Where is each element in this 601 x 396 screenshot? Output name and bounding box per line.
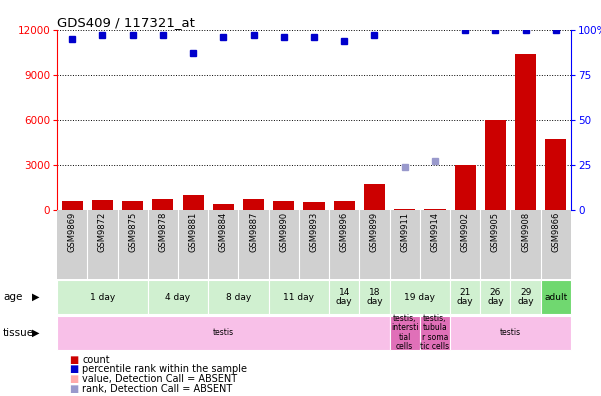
Bar: [389, 316, 420, 350]
Text: ▶: ▶: [32, 327, 40, 338]
Text: 21
day: 21 day: [457, 287, 474, 307]
Text: ■: ■: [69, 354, 78, 365]
Bar: [334, 201, 355, 210]
Text: ■: ■: [69, 364, 78, 375]
Bar: [183, 195, 204, 210]
Text: testis,
intersti
tial
cells: testis, intersti tial cells: [391, 314, 418, 351]
Text: 11 day: 11 day: [284, 293, 314, 301]
Bar: [394, 209, 415, 210]
Text: 19 day: 19 day: [404, 293, 435, 301]
Text: rank, Detection Call = ABSENT: rank, Detection Call = ABSENT: [82, 384, 233, 394]
Bar: [424, 209, 445, 210]
Text: percentile rank within the sample: percentile rank within the sample: [82, 364, 248, 375]
Text: GSM9905: GSM9905: [491, 212, 500, 252]
Text: 4 day: 4 day: [165, 293, 191, 301]
Bar: [510, 280, 541, 314]
Bar: [304, 202, 325, 210]
Bar: [389, 280, 450, 314]
Text: GSM9902: GSM9902: [460, 212, 469, 252]
Text: GSM9884: GSM9884: [219, 212, 228, 252]
Bar: [208, 280, 269, 314]
Text: GSM9872: GSM9872: [98, 212, 107, 252]
Bar: [213, 204, 234, 210]
Bar: [485, 120, 506, 210]
Bar: [57, 280, 148, 314]
Text: GSM9908: GSM9908: [521, 212, 530, 252]
Bar: [62, 201, 83, 210]
Bar: [454, 165, 476, 210]
Text: count: count: [82, 354, 110, 365]
Bar: [450, 316, 571, 350]
Text: ▶: ▶: [32, 292, 40, 302]
Bar: [269, 280, 329, 314]
Bar: [420, 316, 450, 350]
Text: testis,
tubula
r soma
tic cells: testis, tubula r soma tic cells: [420, 314, 450, 351]
Text: 1 day: 1 day: [90, 293, 115, 301]
Text: GSM9890: GSM9890: [279, 212, 288, 252]
Text: GSM9899: GSM9899: [370, 212, 379, 252]
Text: adult: adult: [545, 293, 567, 301]
Bar: [152, 199, 174, 210]
Text: GSM9914: GSM9914: [430, 212, 439, 252]
Bar: [541, 280, 571, 314]
Text: GSM9875: GSM9875: [128, 212, 137, 252]
Text: 29
day: 29 day: [517, 287, 534, 307]
Bar: [273, 201, 294, 210]
Text: value, Detection Call = ABSENT: value, Detection Call = ABSENT: [82, 374, 237, 385]
Bar: [329, 280, 359, 314]
Text: GDS409 / 117321_at: GDS409 / 117321_at: [57, 15, 195, 29]
Text: testis: testis: [213, 328, 234, 337]
Text: 14
day: 14 day: [336, 287, 353, 307]
Text: GSM9866: GSM9866: [551, 212, 560, 252]
Text: GSM9887: GSM9887: [249, 212, 258, 252]
Text: 26
day: 26 day: [487, 287, 504, 307]
Text: 18
day: 18 day: [366, 287, 383, 307]
Text: GSM9869: GSM9869: [68, 212, 77, 252]
Text: GSM9878: GSM9878: [159, 212, 168, 252]
Text: GSM9911: GSM9911: [400, 212, 409, 252]
Text: 8 day: 8 day: [226, 293, 251, 301]
Bar: [57, 316, 389, 350]
Bar: [480, 280, 510, 314]
Text: GSM9881: GSM9881: [189, 212, 198, 252]
Bar: [122, 201, 143, 210]
Bar: [243, 199, 264, 210]
Bar: [545, 139, 566, 210]
Bar: [364, 185, 385, 210]
Bar: [515, 54, 536, 210]
Text: tissue: tissue: [3, 327, 34, 338]
Bar: [450, 280, 480, 314]
Text: ■: ■: [69, 374, 78, 385]
Text: GSM9893: GSM9893: [310, 212, 319, 252]
Text: testis: testis: [500, 328, 521, 337]
Text: ■: ■: [69, 384, 78, 394]
Text: GSM9896: GSM9896: [340, 212, 349, 252]
Bar: [92, 200, 113, 210]
Bar: [148, 280, 208, 314]
Text: age: age: [3, 292, 22, 302]
Bar: [359, 280, 389, 314]
